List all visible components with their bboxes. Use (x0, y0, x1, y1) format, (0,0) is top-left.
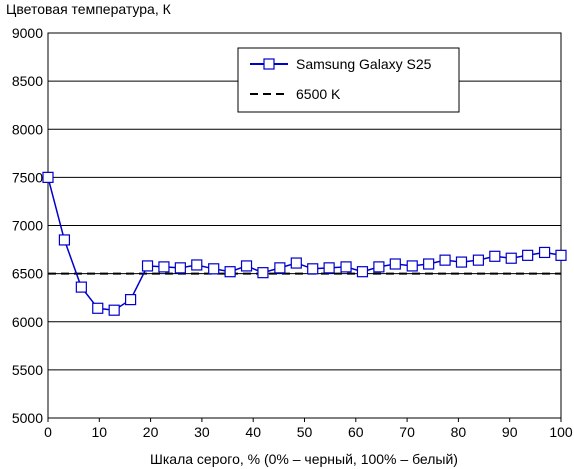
data-point (58, 234, 71, 246)
data-point (224, 266, 236, 278)
data-point (124, 294, 137, 306)
data-point (158, 261, 170, 273)
legend-series-label: Samsung Galaxy S25 (296, 56, 432, 72)
data-point (455, 256, 468, 268)
data-point (423, 258, 435, 270)
series-line (47, 177, 562, 311)
x-axis-title: Шкала серого, % (0% – черный, 100% – бел… (150, 451, 458, 467)
y-tick-label: 5000 (12, 410, 43, 426)
data-point (538, 246, 551, 259)
data-point (307, 263, 319, 275)
x-tick-label: 80 (451, 424, 467, 440)
y-tick-label: 6000 (12, 314, 43, 330)
data-point (489, 250, 501, 262)
x-tick-label: 0 (44, 424, 52, 440)
x-tick-label: 90 (502, 424, 518, 440)
data-point (290, 257, 302, 269)
data-point (472, 254, 485, 266)
y-tick-label: 8500 (12, 73, 43, 89)
legend: Samsung Galaxy S25 6500 K (237, 47, 460, 113)
legend-reference-label: 6500 K (296, 86, 341, 102)
data-point (274, 262, 286, 274)
data-point (356, 266, 369, 278)
y-axis-title: Цветовая температура, К (6, 1, 172, 17)
data-point (191, 259, 203, 271)
y-tick-label: 6500 (12, 266, 43, 282)
x-tick-label: 20 (143, 424, 159, 440)
data-point (406, 260, 418, 272)
x-tick-label: 10 (92, 424, 108, 440)
data-point (439, 254, 451, 266)
x-tick-label: 40 (245, 424, 261, 440)
data-point (141, 260, 154, 272)
x-axis: 0 10 20 30 40 50 60 70 80 90 100 (44, 418, 573, 440)
x-tick-label: 100 (549, 424, 573, 440)
data-point (340, 261, 352, 273)
x-tick-label: 50 (297, 424, 313, 440)
data-point (373, 261, 385, 273)
legend-box (237, 47, 460, 113)
y-tick-label: 8000 (12, 121, 43, 137)
data-point (505, 252, 517, 264)
data-point (522, 249, 534, 261)
data-point (257, 267, 269, 279)
x-tick-label: 60 (348, 424, 364, 440)
data-point (555, 249, 567, 261)
x-tick-label: 30 (194, 424, 210, 440)
x-tick-label: 70 (399, 424, 415, 440)
data-point (92, 302, 104, 314)
data-point (174, 262, 186, 274)
legend-series-marker (263, 58, 275, 70)
y-tick-label: 7500 (12, 169, 43, 185)
y-tick-label: 5500 (12, 362, 43, 378)
data-point (75, 281, 87, 293)
y-axis: 5000 5500 6000 6500 7000 7500 8000 8500 9000 (12, 25, 43, 426)
data-point (208, 263, 220, 275)
y-tick-label: 7000 (12, 218, 43, 234)
data-point (108, 304, 120, 316)
series-layer (42, 171, 567, 316)
data-point (240, 260, 253, 272)
data-point (323, 262, 335, 274)
data-point (42, 171, 54, 183)
data-point (389, 258, 401, 270)
y-tick-label: 9000 (12, 25, 43, 41)
